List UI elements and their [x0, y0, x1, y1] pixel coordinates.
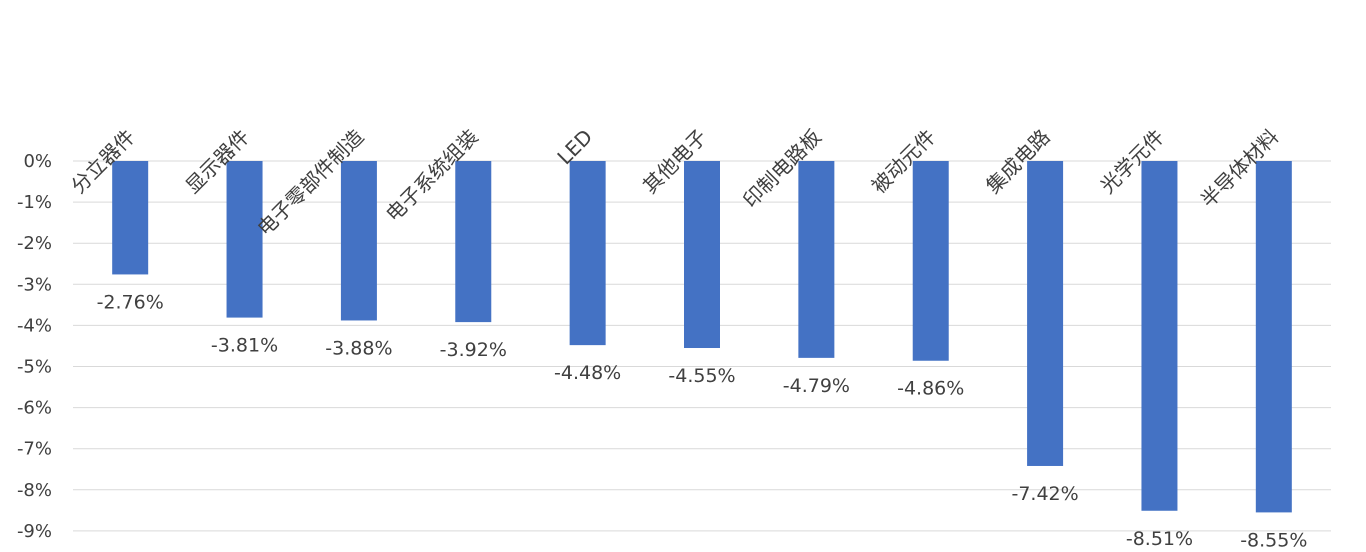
data-label: -3.92% — [440, 339, 507, 361]
bar — [112, 161, 149, 275]
bar — [684, 161, 720, 349]
y-tick-label: -9% — [17, 521, 52, 542]
data-label: -7.42% — [1011, 483, 1078, 505]
y-tick-label: -5% — [17, 357, 52, 378]
bars — [112, 161, 1292, 513]
data-label: -4.55% — [668, 365, 735, 387]
y-tick-label: -2% — [17, 233, 52, 254]
data-label: -2.76% — [97, 291, 164, 313]
y-tick-label: -3% — [17, 274, 52, 295]
y-tick-label: -6% — [17, 398, 52, 419]
bar — [912, 161, 949, 361]
data-label: -8.51% — [1126, 528, 1193, 550]
y-tick-label: -7% — [17, 439, 52, 460]
y-tick-label: -1% — [17, 192, 52, 213]
bar — [569, 161, 606, 346]
y-tick-label: -8% — [17, 480, 52, 501]
bar — [1027, 161, 1064, 466]
data-label: -8.55% — [1240, 529, 1307, 551]
y-tick-label: -4% — [17, 315, 52, 336]
bar — [1141, 161, 1178, 511]
data-label: -4.79% — [783, 375, 850, 397]
y-tick-label: 0% — [23, 151, 52, 172]
data-label: -3.88% — [325, 337, 392, 359]
bar — [226, 161, 263, 318]
y-axis-tick-labels: 0% -1% -2% -3% -4% -5% -6% -7% -8% -9% — [17, 151, 52, 542]
data-label: -4.48% — [554, 362, 621, 384]
data-label: -4.86% — [897, 378, 964, 400]
bar — [1255, 161, 1292, 513]
data-label: -3.81% — [211, 335, 278, 357]
bar — [798, 161, 835, 358]
bar — [340, 161, 377, 321]
bar — [455, 161, 492, 323]
data-labels: -2.76% -3.81% -3.88% -3.92% -4.48% -4.55% -4.7… — [97, 291, 1308, 551]
